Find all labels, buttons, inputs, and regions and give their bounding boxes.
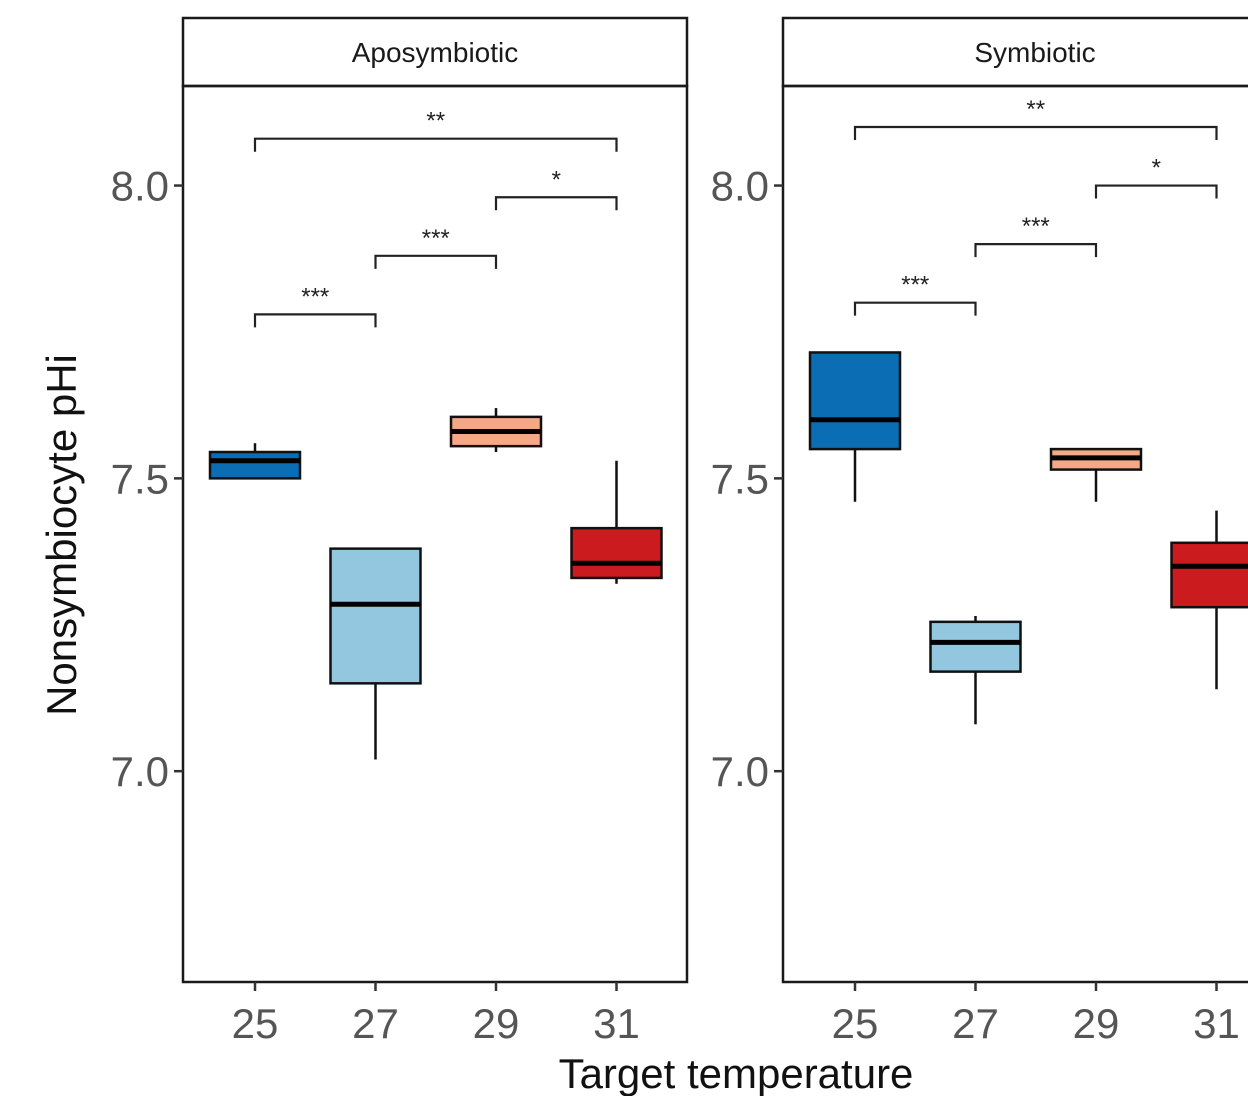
box-27	[329, 547, 422, 760]
significance-label: *	[1152, 155, 1161, 182]
significance-bracket: **	[253, 108, 618, 152]
box-body	[570, 526, 663, 580]
box-29	[1049, 447, 1143, 502]
plot-border	[181, 84, 689, 984]
facet-strip	[181, 16, 689, 88]
bracket-line	[1094, 184, 1218, 199]
significance-bracket: **	[853, 96, 1218, 140]
box-29	[449, 408, 543, 453]
box-31	[570, 460, 663, 584]
facet-title: Aposymbiotic	[352, 37, 519, 68]
significance-label: **	[426, 108, 445, 135]
y-tick-label: 8.0	[111, 163, 169, 210]
x-tick-label: 29	[1073, 1000, 1120, 1047]
significance-bracket: *	[1094, 155, 1218, 199]
box-27	[929, 615, 1022, 725]
bracket-line	[853, 125, 1218, 140]
x-tick-label: 29	[473, 1000, 520, 1047]
bracket-line	[494, 196, 618, 211]
y-tick-label: 7.0	[711, 748, 769, 795]
facet-strip	[781, 16, 1248, 88]
significance-label: ***	[422, 225, 450, 252]
x-tick-label: 25	[232, 1000, 279, 1047]
significance-bracket: ***	[853, 272, 977, 316]
significance-label: *	[552, 166, 561, 193]
significance-bracket: *	[494, 166, 618, 211]
x-tick-label: 27	[952, 1000, 999, 1047]
x-axis-title: Target temperature	[559, 1050, 914, 1096]
box-body	[808, 351, 902, 451]
bracket-line	[853, 301, 977, 316]
box-25	[808, 351, 902, 502]
plot-border	[781, 84, 1248, 984]
x-tick-label: 31	[1193, 1000, 1240, 1047]
box-body	[329, 547, 422, 685]
facet-title: Symbiotic	[974, 37, 1095, 68]
bracket-line	[253, 137, 618, 152]
y-tick-label: 7.5	[711, 455, 769, 502]
x-tick-label: 25	[832, 1000, 879, 1047]
bracket-line	[374, 254, 498, 269]
bracket-line	[253, 313, 377, 328]
significance-bracket: ***	[374, 225, 498, 269]
y-tick-label: 7.0	[111, 748, 169, 795]
box-body	[208, 450, 302, 480]
significance-label: **	[1026, 96, 1045, 123]
x-tick-label: 27	[352, 1000, 399, 1047]
box-body	[929, 620, 1022, 673]
box-body	[1170, 541, 1248, 609]
significance-label: ***	[1022, 213, 1050, 240]
significance-bracket: ***	[974, 213, 1098, 258]
bracket-line	[974, 243, 1098, 258]
significance-label: ***	[901, 272, 929, 299]
box-25	[208, 443, 302, 480]
box-31	[1170, 510, 1248, 690]
y-axis-title: Nonsymbiocyte pHi	[38, 354, 85, 716]
y-tick-label: 7.5	[111, 455, 169, 502]
y-tick-label: 8.0	[711, 163, 769, 210]
x-tick-label: 31	[593, 1000, 640, 1047]
significance-bracket: ***	[253, 283, 377, 328]
significance-label: ***	[301, 283, 329, 310]
